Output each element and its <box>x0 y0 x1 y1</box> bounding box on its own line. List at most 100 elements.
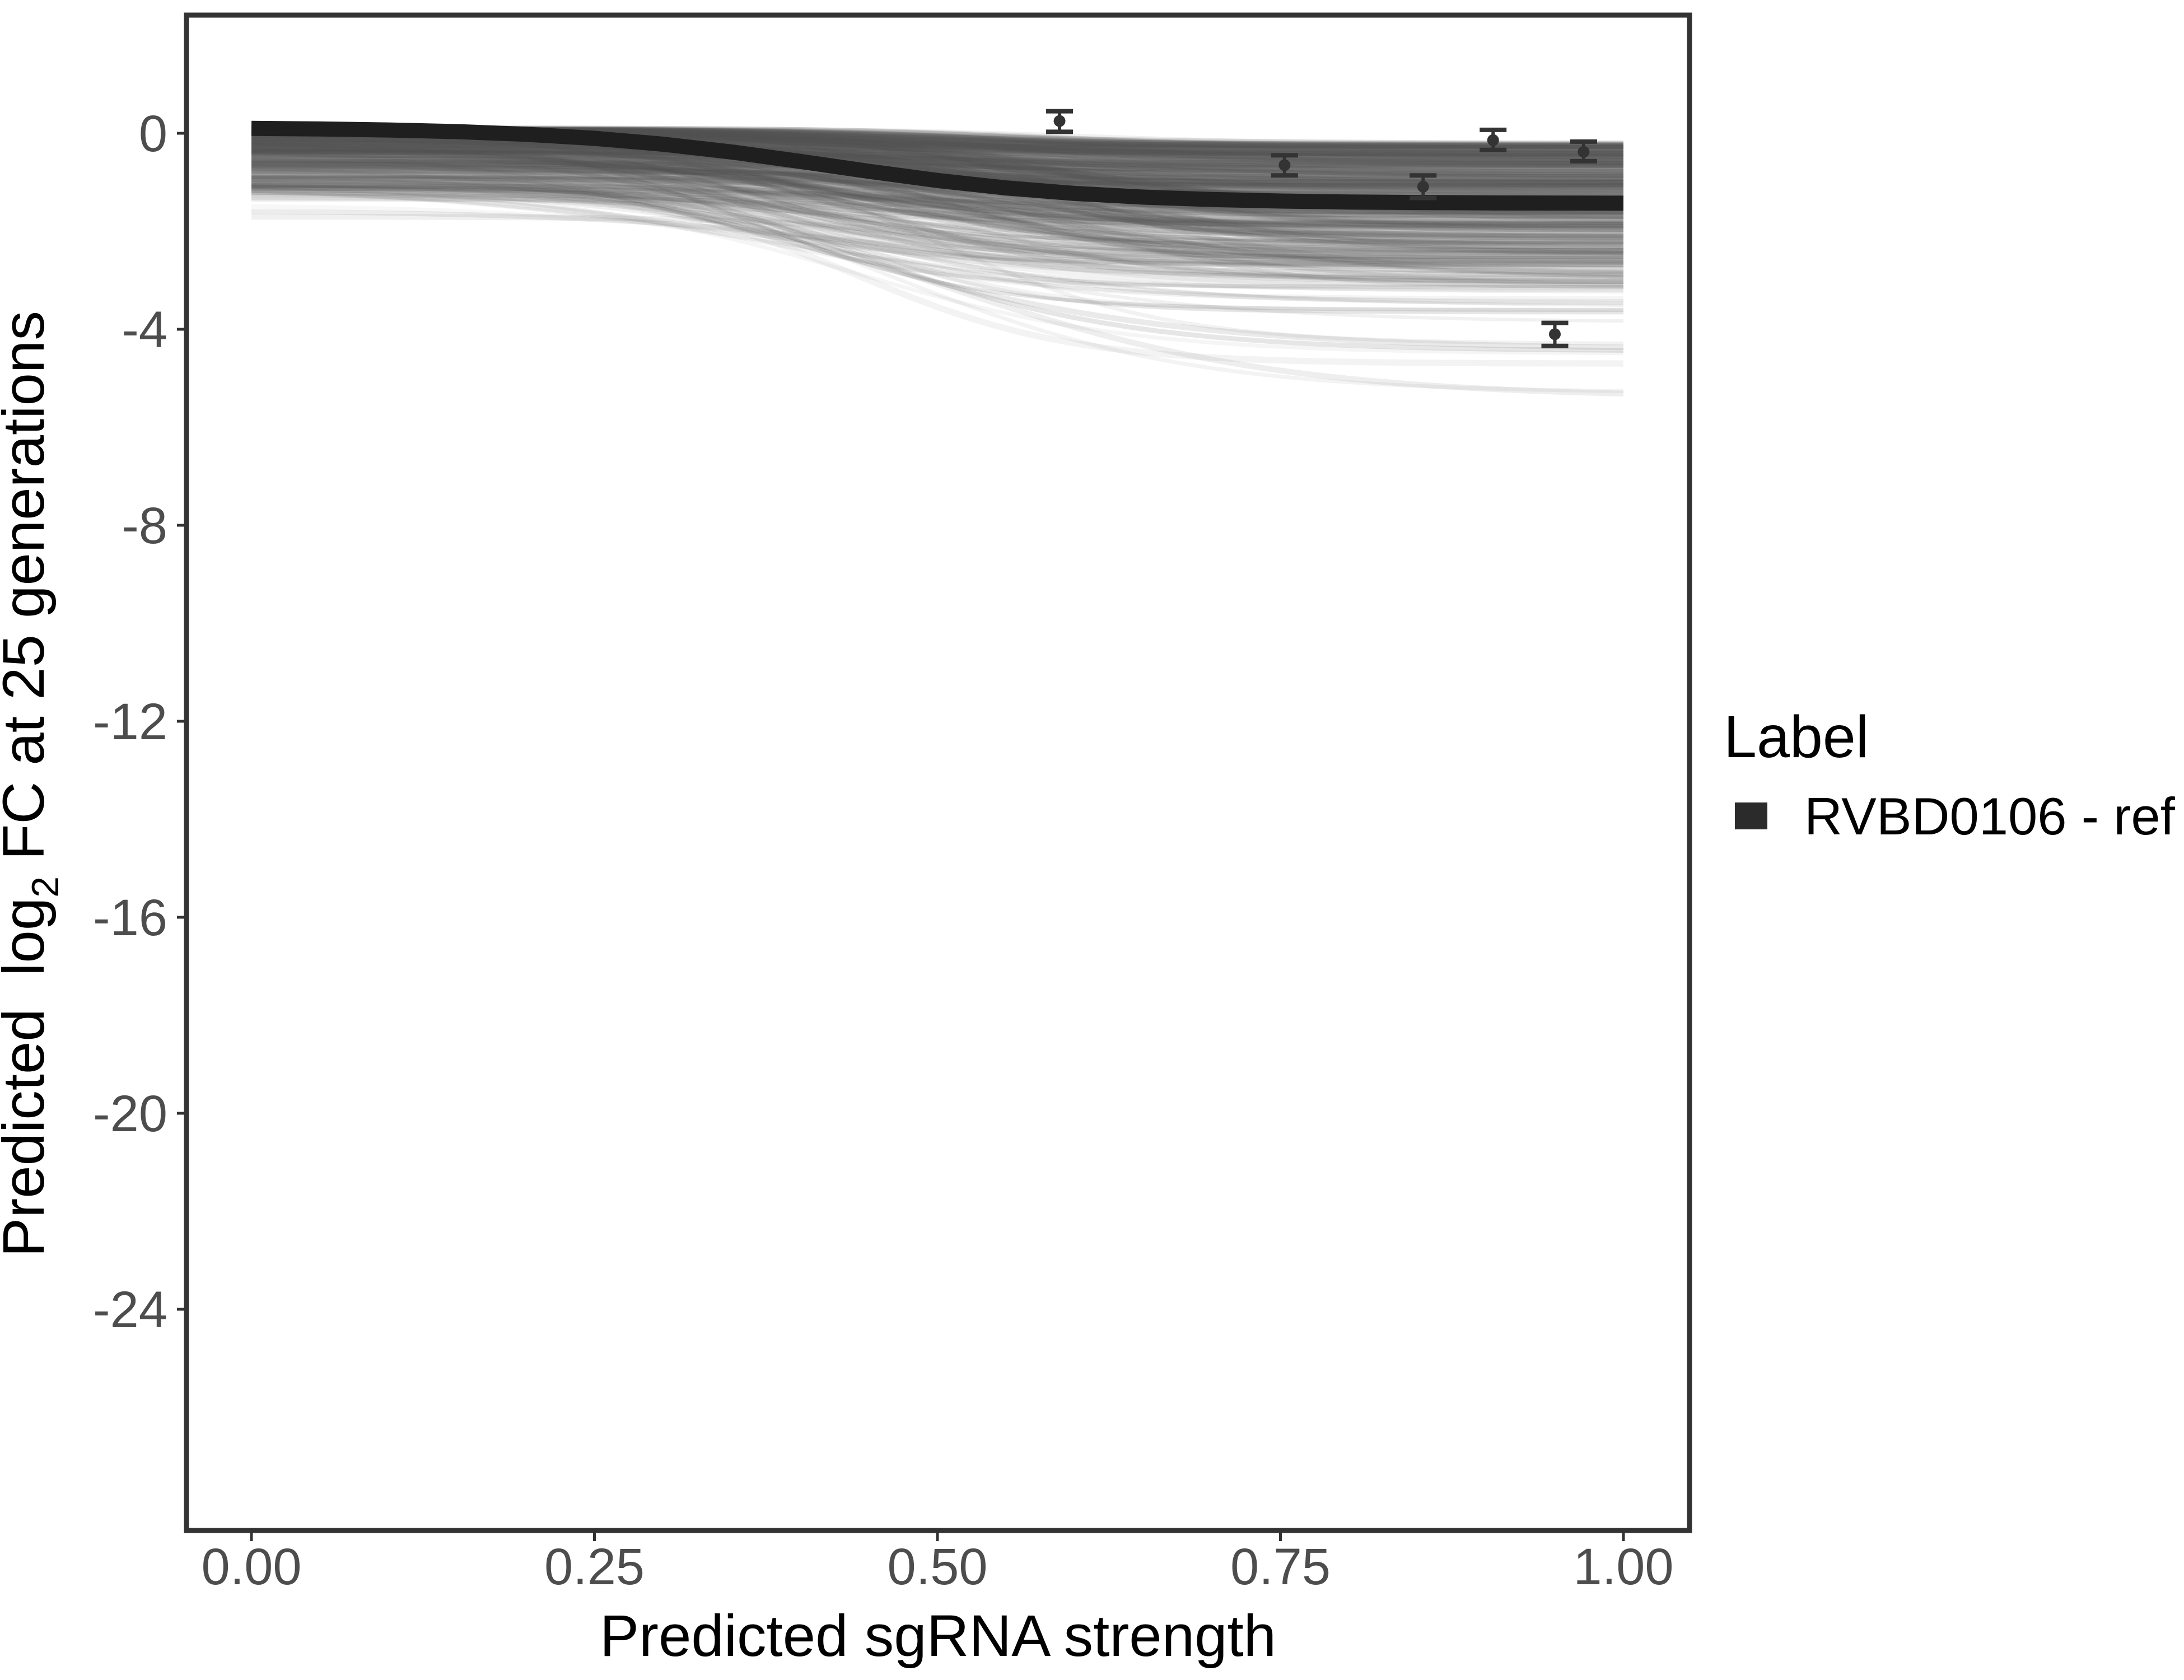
posterior-curve <box>251 132 1623 254</box>
posterior-curve <box>251 150 1624 264</box>
posterior-curve <box>251 161 1623 261</box>
posterior-curve <box>251 142 1623 193</box>
posterior-curve <box>251 155 1624 393</box>
posterior-curve <box>251 171 1623 232</box>
posterior-curve <box>251 172 1623 259</box>
posterior-curve <box>251 169 1623 262</box>
posterior-curve <box>251 160 1623 215</box>
posterior-curve <box>251 140 1624 219</box>
posterior-curve <box>251 144 1624 186</box>
posterior-curve <box>251 183 1624 227</box>
posterior-curve <box>251 160 1624 180</box>
posterior-curve <box>251 174 1624 230</box>
posterior-curve <box>251 184 1624 304</box>
posterior-curve <box>251 181 1624 278</box>
posterior-curve <box>251 146 1623 256</box>
x-tick-label: 1.00 <box>1573 1538 1673 1595</box>
posterior-curve <box>251 185 1624 245</box>
posterior-curve <box>251 152 1624 249</box>
posterior-curve <box>251 164 1623 214</box>
posterior-curve <box>251 146 1624 230</box>
posterior-curve <box>251 155 1623 236</box>
posterior-curve <box>251 143 1624 166</box>
error-bar-point <box>1480 127 1507 152</box>
posterior-curve <box>251 187 1624 307</box>
posterior-curve <box>251 151 1624 241</box>
posterior-curve <box>251 139 1623 179</box>
posterior-curve <box>251 141 1624 174</box>
posterior-curve <box>251 143 1624 221</box>
posterior-curve <box>251 173 1623 267</box>
posterior-curve <box>251 172 1623 227</box>
reference-curve <box>251 120 1624 211</box>
posterior-curve <box>251 143 1623 185</box>
error-bar-point <box>1570 139 1597 164</box>
posterior-curve <box>251 141 1623 180</box>
posterior-curve <box>251 148 1624 184</box>
y-tick-label: 0 <box>139 105 167 162</box>
y-axis-ticks: 0 -4 -8 -12 -16 -20 -24 <box>93 105 186 1338</box>
posterior-curve <box>251 158 1624 253</box>
posterior-curve <box>251 178 1623 289</box>
posterior-curve <box>251 129 1624 231</box>
posterior-curve <box>251 185 1624 284</box>
y-tick-label: -20 <box>93 1085 167 1142</box>
posterior-curve <box>251 147 1624 166</box>
posterior-curve <box>251 156 1623 175</box>
posterior-curve <box>251 197 1624 228</box>
posterior-curve <box>251 148 1624 240</box>
posterior-curve <box>251 150 1623 171</box>
posterior-curve <box>251 150 1624 240</box>
posterior-curve <box>251 167 1624 282</box>
posterior-curve <box>251 147 1624 181</box>
posterior-curve <box>251 167 1624 291</box>
posterior-curve <box>251 185 1623 214</box>
posterior-curve <box>251 137 1623 255</box>
plot-panel <box>186 15 1690 1530</box>
posterior-curve <box>251 150 1624 170</box>
posterior-curve <box>251 140 1624 258</box>
posterior-curve <box>251 133 1624 227</box>
posterior-curve <box>251 157 1623 223</box>
posterior-curve <box>251 137 1624 183</box>
posterior-curve <box>251 183 1624 262</box>
posterior-curve <box>251 136 1623 167</box>
posterior-curve <box>251 155 1624 277</box>
posterior-curve <box>251 190 1624 294</box>
posterior-curve <box>251 185 1624 258</box>
posterior-curve <box>251 192 1624 356</box>
posterior-curve <box>251 165 1623 221</box>
posterior-curve <box>251 148 1624 177</box>
posterior-curve <box>251 148 1624 178</box>
posterior-curve <box>251 186 1624 279</box>
y-tick-label: -4 <box>122 301 167 358</box>
error-bar-point <box>1410 173 1437 200</box>
legend-key-swatch <box>1735 802 1767 829</box>
posterior-curve <box>251 167 1624 290</box>
posterior-curve <box>251 165 1623 237</box>
posterior-curve <box>251 185 1624 224</box>
posterior-curve <box>251 184 1623 225</box>
posterior-curve <box>251 151 1623 176</box>
x-tick-label: 0.00 <box>201 1538 301 1595</box>
posterior-curve <box>251 173 1623 228</box>
posterior-curve <box>251 148 1623 172</box>
y-axis-title: Predicted log2 FC at 25 generations <box>0 311 67 1257</box>
posterior-curve <box>251 182 1623 249</box>
posterior-curve <box>251 143 1624 162</box>
x-tick-label: 0.50 <box>887 1538 987 1595</box>
posterior-curve <box>251 153 1623 190</box>
y-axis-title-pre: Predicted log <box>0 898 57 1257</box>
x-tick-label: 0.25 <box>544 1538 645 1595</box>
posterior-curve <box>251 213 1624 284</box>
posterior-curve <box>251 143 1623 164</box>
posterior-curve <box>251 138 1624 214</box>
posterior-curve <box>251 183 1624 260</box>
posterior-curve <box>251 161 1624 232</box>
posterior-curve <box>251 158 1624 197</box>
posterior-curve <box>251 149 1624 279</box>
posterior-curve <box>251 150 1623 185</box>
x-tick-label: 0.75 <box>1230 1538 1331 1595</box>
posterior-curve <box>251 174 1623 195</box>
posterior-curve <box>251 175 1624 232</box>
